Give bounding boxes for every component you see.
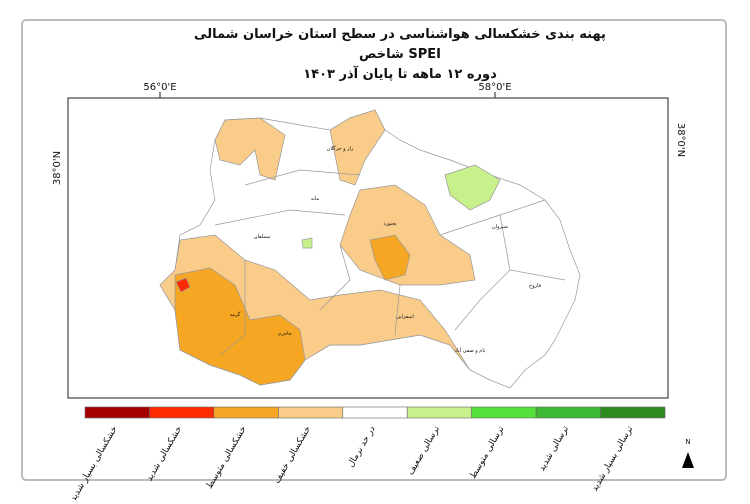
place-label: بام و صفی آباد	[455, 347, 486, 354]
place-label: مانه	[311, 196, 320, 202]
index-title: شاخص SPEI	[359, 47, 441, 62]
zone-moderate	[369, 234, 411, 281]
place-labels: راز و جرگلان مانه سملقان بجنورد شیروان فاروج ا…	[230, 145, 542, 354]
zone-weak-wet	[301, 237, 313, 249]
place-label: اسفراین	[396, 314, 413, 320]
lat-label: 38°0'N	[675, 123, 686, 157]
place-label: بجنورد	[383, 221, 396, 227]
period-title: دوره ۱۲ ماهه تا پایان آذر ۱۴۰۳	[303, 65, 497, 82]
zone-moderate	[174, 267, 306, 386]
legend-swatch	[600, 406, 666, 419]
place-label: راز و جرگلان	[327, 145, 354, 152]
zone-weak-wet	[444, 164, 501, 211]
legend-swatch	[406, 406, 472, 419]
place-label: جاجرم	[278, 331, 292, 337]
zone-mild	[329, 109, 386, 186]
lon-label: 58°0'E	[478, 82, 511, 93]
place-label: گرمه	[230, 311, 241, 318]
place-label: سملقان	[254, 234, 270, 240]
legend-swatch	[213, 406, 279, 419]
north-arrow	[682, 452, 694, 468]
legend-swatch	[149, 406, 215, 419]
lat-label: 38°0'N	[52, 151, 63, 185]
legend-swatch	[84, 406, 150, 419]
legend-swatch	[342, 406, 408, 419]
zone-severe	[175, 277, 191, 293]
legend-swatch	[278, 406, 344, 419]
lon-label: 56°0'E	[143, 82, 176, 93]
legend-swatch	[535, 406, 601, 419]
zone-mild	[339, 184, 476, 286]
county-borders	[214, 169, 566, 356]
province	[159, 109, 581, 389]
place-label: شیروان	[492, 224, 508, 230]
legend-swatch	[471, 406, 537, 419]
place-label: فاروج	[529, 283, 542, 289]
title: پهنه بندی خشکسالی هواشناسی در سطح استان …	[194, 27, 606, 42]
zone-mild	[214, 117, 286, 181]
north-label: N	[685, 438, 690, 446]
